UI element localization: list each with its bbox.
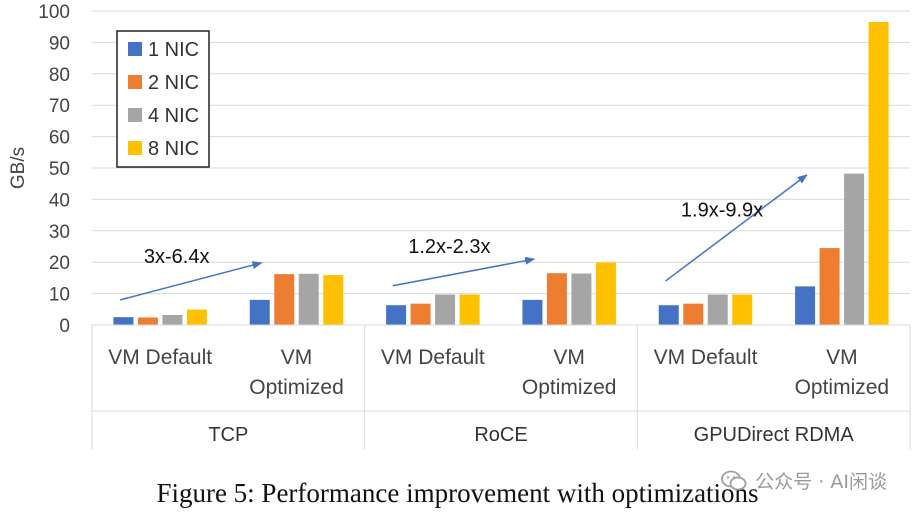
bar	[459, 294, 480, 325]
bar	[137, 317, 158, 325]
legend-swatch	[128, 141, 142, 155]
bar	[274, 274, 295, 325]
bar	[795, 286, 816, 325]
bar	[323, 275, 344, 325]
bar	[435, 294, 456, 325]
bar	[162, 314, 183, 325]
legend-label: 8 NIC	[148, 138, 199, 160]
x-tick-label: VM Default	[108, 346, 212, 369]
x-tick-label: VM	[826, 346, 858, 369]
bar	[707, 294, 728, 325]
bar	[732, 294, 753, 325]
bar	[819, 248, 840, 325]
annotation-arrow	[392, 256, 536, 287]
y-tick-label: 100	[38, 2, 70, 23]
legend-swatch	[128, 108, 142, 122]
wechat-icon	[721, 470, 747, 490]
y-tick-label: 90	[49, 33, 70, 54]
watermark: 公众号 · AI闲谈	[721, 467, 887, 494]
bar	[658, 305, 679, 325]
bar	[386, 305, 407, 325]
group-label: TCP	[208, 424, 248, 446]
bar	[410, 303, 431, 325]
annotation-label: 1.2x-2.3x	[408, 236, 490, 258]
y-tick-label: 60	[49, 128, 70, 149]
gridlines	[92, 10, 910, 326]
legend-label: 2 NIC	[148, 72, 199, 94]
bar	[186, 309, 207, 325]
annotation-label: 3x-6.4x	[144, 246, 210, 268]
bar	[298, 273, 319, 325]
group-label: GPUDirect RDMA	[694, 424, 855, 446]
bar	[546, 273, 567, 325]
x-tick-label: VM	[553, 346, 585, 369]
y-tick-label: 40	[49, 190, 70, 211]
bars	[113, 21, 889, 326]
axes: 0 10 20 30 40 50 60 70 80 90 100 GB/s VM Default VM Op…	[8, 2, 911, 449]
bar	[844, 173, 865, 325]
legend-swatch	[128, 42, 142, 56]
y-tick-label: 30	[49, 222, 70, 243]
bar	[595, 262, 616, 325]
bar	[522, 299, 543, 325]
annotations: 3x-6.4x 1.2x-2.3x 1.9x-9.9x	[119, 174, 808, 301]
y-tick-label: 70	[49, 96, 70, 117]
legend-swatch	[128, 75, 142, 89]
legend: 1 NIC 2 NIC 4 NIC 8 NIC	[116, 30, 210, 168]
y-tick-label: 10	[49, 285, 70, 306]
x-tick-label: VM Default	[381, 346, 485, 369]
y-tick-label: 80	[49, 65, 70, 86]
y-tick-label: 0	[59, 316, 70, 337]
legend-label: 4 NIC	[148, 105, 199, 127]
bar	[249, 299, 270, 325]
group-label: RoCE	[474, 424, 527, 446]
x-tick-label: Optimized	[522, 376, 617, 399]
bar	[868, 21, 889, 326]
annotation-arrow	[665, 174, 808, 282]
x-tick-label: Optimized	[249, 376, 344, 399]
figure-caption: Figure 5: Performance improvement with o…	[156, 478, 759, 508]
watermark-text: 公众号 · AI闲谈	[755, 471, 887, 493]
x-tick-label: Optimized	[795, 376, 890, 399]
legend-label: 1 NIC	[148, 39, 199, 61]
x-tick-label: VM Default	[654, 346, 758, 369]
annotation-arrow	[119, 261, 263, 301]
x-tick-label: VM	[281, 346, 313, 369]
annotation-label: 1.9x-9.9x	[681, 200, 763, 222]
bar	[683, 303, 704, 325]
bar	[571, 273, 592, 325]
bar	[113, 317, 134, 325]
y-tick-label: 50	[49, 159, 70, 180]
y-axis-title: GB/s	[8, 147, 29, 189]
y-tick-label: 20	[49, 253, 70, 274]
